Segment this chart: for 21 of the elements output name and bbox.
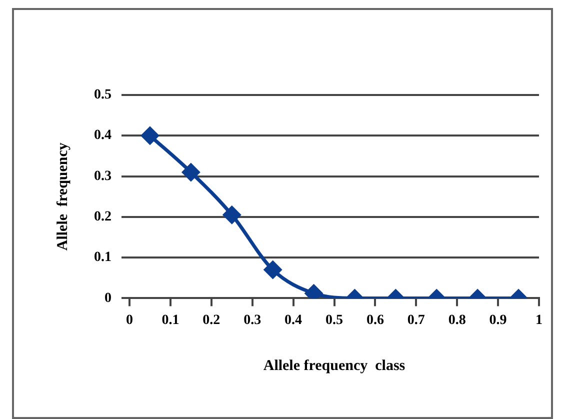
x-tick-label: 0.5 bbox=[326, 313, 343, 328]
point bbox=[141, 126, 159, 144]
x-tick-label: 1 bbox=[536, 313, 542, 328]
x-tick-label: 0.2 bbox=[202, 313, 220, 328]
y-tick-label: 0.2 bbox=[94, 210, 112, 225]
x-tick-label: 0 bbox=[126, 313, 133, 328]
y-tick-label: 0.3 bbox=[94, 168, 112, 184]
x-tick-label: 0.8 bbox=[448, 313, 466, 328]
x-axis-title: Allele frequency class bbox=[263, 358, 406, 374]
point bbox=[182, 163, 200, 181]
y-tick-label: 0.5 bbox=[94, 88, 112, 103]
x-tick-label: 0.6 bbox=[366, 313, 384, 328]
y-tick-label: 0 bbox=[104, 290, 112, 306]
x-tick-label: 0.3 bbox=[244, 313, 262, 328]
y-axis-title: Allele frequency bbox=[54, 142, 71, 251]
x-tick-label: 0.7 bbox=[407, 313, 425, 328]
x-tick-label: 0.4 bbox=[284, 313, 302, 328]
x-tick-label: 0.9 bbox=[489, 313, 507, 328]
y-tick-label: 0.1 bbox=[94, 250, 112, 266]
y-tick-label: 0.4 bbox=[94, 128, 112, 144]
x-tick-label: 0.1 bbox=[162, 313, 180, 328]
